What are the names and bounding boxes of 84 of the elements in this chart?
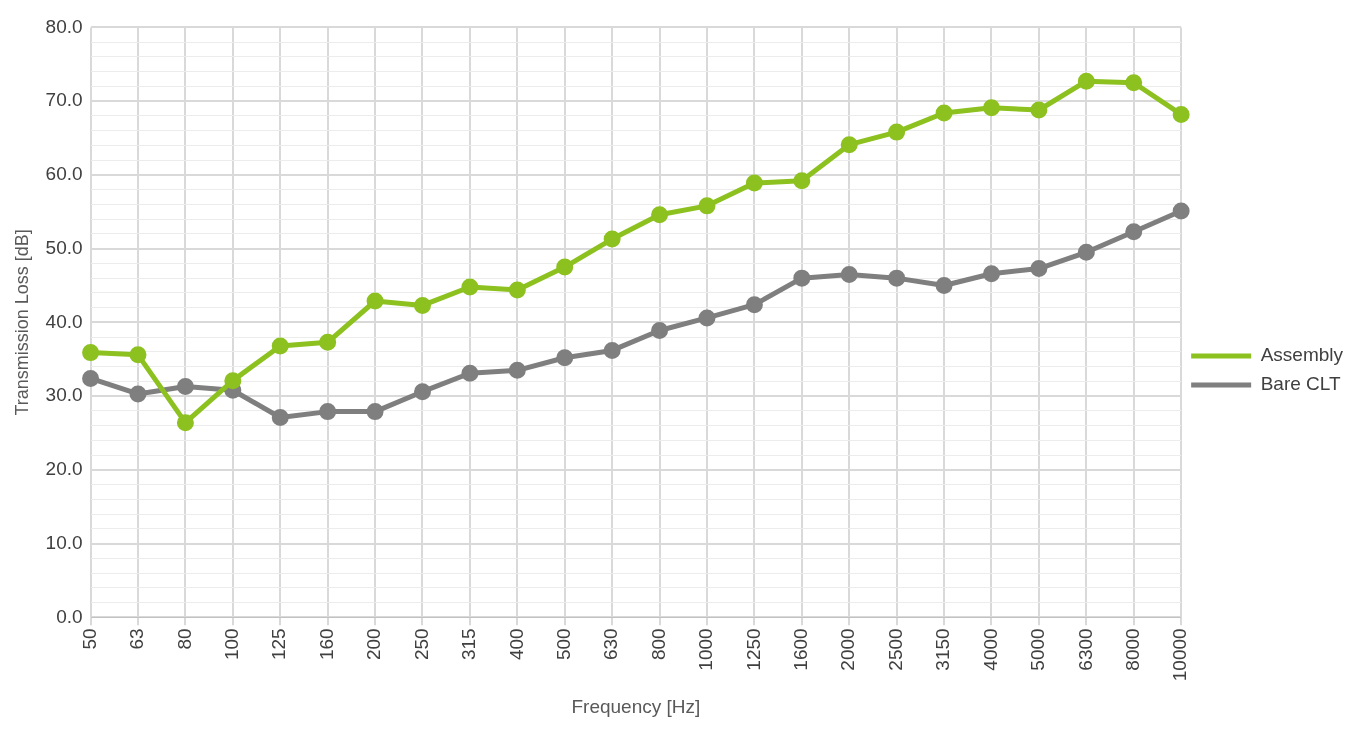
point xyxy=(366,292,384,310)
point xyxy=(129,385,147,403)
point xyxy=(508,281,526,299)
y-axis-title: Transmission Loss [dB] xyxy=(11,229,32,416)
point xyxy=(935,104,953,122)
point xyxy=(413,296,431,314)
x-tick-label: 200 xyxy=(363,628,385,661)
y-tick-label: 10.0 xyxy=(45,531,83,553)
point xyxy=(1172,105,1190,123)
x-tick-label: 10000 xyxy=(1169,628,1191,682)
x-tick-label: 80 xyxy=(173,628,195,650)
point xyxy=(982,265,1000,283)
point xyxy=(461,278,479,296)
point xyxy=(745,296,763,314)
point xyxy=(224,372,242,390)
y-tick-label: 30.0 xyxy=(45,384,83,406)
x-tick-label: 63 xyxy=(126,628,148,650)
point xyxy=(935,277,953,295)
point xyxy=(271,409,289,427)
x-tick-label: 1000 xyxy=(695,628,717,671)
x-tick-label: 6300 xyxy=(1074,628,1096,671)
point xyxy=(793,269,811,287)
x-tick-label: 100 xyxy=(221,628,243,661)
point xyxy=(319,403,337,421)
point xyxy=(1030,101,1048,119)
point xyxy=(603,230,621,248)
point xyxy=(1125,223,1143,241)
point xyxy=(1172,202,1190,220)
x-tick-label: 315 xyxy=(458,628,480,661)
point xyxy=(271,337,289,355)
x-tick-label: 1600 xyxy=(790,628,812,671)
x-tick-label: 1250 xyxy=(742,628,764,671)
x-tick-label: 400 xyxy=(505,628,527,661)
y-tick-label: 20.0 xyxy=(45,458,83,480)
y-tick-label: 70.0 xyxy=(45,89,83,111)
x-tick-label: 250 xyxy=(410,628,432,661)
legend-label: Bare CLT xyxy=(1260,373,1341,395)
point xyxy=(82,344,100,362)
x-tick-label: 8000 xyxy=(1121,628,1143,671)
y-tick-label: 40.0 xyxy=(45,310,83,332)
point xyxy=(82,369,100,387)
point xyxy=(176,378,194,396)
point xyxy=(508,361,526,379)
point xyxy=(840,136,858,154)
y-tick-label: 80.0 xyxy=(45,15,83,37)
point xyxy=(319,333,337,351)
x-tick-label: 160 xyxy=(315,628,337,661)
x-tick-label: 800 xyxy=(647,628,669,661)
point xyxy=(1030,260,1048,278)
legend-label: Assembly xyxy=(1260,344,1344,366)
point xyxy=(461,364,479,382)
point xyxy=(1077,72,1095,90)
x-tick-label: 4000 xyxy=(979,628,1001,671)
x-tick-label: 5000 xyxy=(1027,628,1049,671)
point xyxy=(888,269,906,287)
point xyxy=(413,383,431,401)
x-tick-label: 630 xyxy=(600,628,622,661)
x-tick-label: 500 xyxy=(552,628,574,661)
point xyxy=(366,403,384,421)
y-tick-label: 60.0 xyxy=(45,163,83,185)
point xyxy=(982,99,1000,117)
point xyxy=(556,258,574,276)
x-tick-label: 2500 xyxy=(884,628,906,671)
point xyxy=(651,322,669,339)
point xyxy=(888,123,906,141)
point xyxy=(793,172,811,190)
point xyxy=(651,206,669,224)
point xyxy=(1125,74,1143,92)
x-tick-label: 50 xyxy=(78,628,100,650)
point xyxy=(698,309,716,327)
y-tick-label: 50.0 xyxy=(45,236,83,258)
point xyxy=(129,346,147,364)
point xyxy=(745,174,763,192)
point xyxy=(556,349,574,367)
point xyxy=(176,414,194,432)
x-tick-label: 125 xyxy=(268,628,290,661)
x-axis-title: Frequency [Hz] xyxy=(571,695,701,717)
y-tick-label: 0.0 xyxy=(56,605,83,627)
point xyxy=(840,265,858,283)
point xyxy=(603,341,621,359)
x-tick-label: 2000 xyxy=(837,628,859,671)
point xyxy=(1077,243,1095,261)
x-tick-label: 3150 xyxy=(932,628,954,671)
point xyxy=(698,197,716,215)
